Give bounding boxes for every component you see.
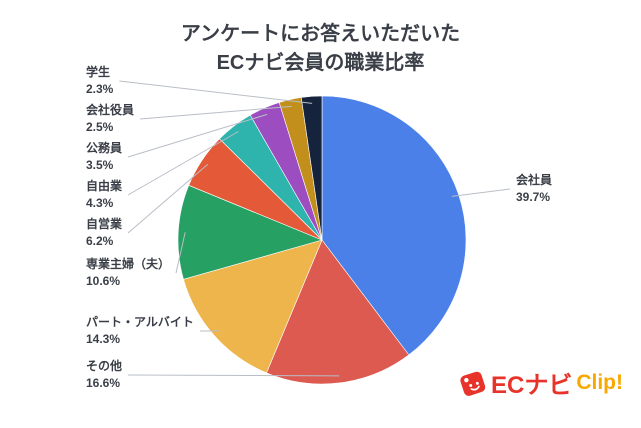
logo-suffix-text: Clip! xyxy=(576,370,623,394)
chart-title-line1: アンケートにお答えいただいた xyxy=(180,23,461,45)
price-tag-mascot-icon xyxy=(460,371,486,396)
pie-slice-8 xyxy=(300,95,323,241)
pie-label-company-executive: 会社役員 2.5% xyxy=(86,102,134,136)
label-percent: 6.2% xyxy=(86,234,114,248)
pie-label-homemaker: 専業主婦（夫） 10.6% xyxy=(86,256,170,290)
pie-slice-1 xyxy=(266,239,410,385)
pie-label-student: 学生 2.3% xyxy=(86,64,113,98)
leader-line-8 xyxy=(119,80,313,104)
label-percent: 39.7% xyxy=(516,190,551,204)
label-text: パート・アルバイト xyxy=(86,315,194,329)
label-percent: 2.3% xyxy=(86,82,114,96)
label-text: 自由業 xyxy=(86,179,123,193)
label-text: 学生 xyxy=(86,65,111,79)
pie-label-self-employed: 自営業 6.2% xyxy=(86,216,122,250)
label-percent: 3.5% xyxy=(86,158,114,172)
chart-title-line2: ECナビ会員の職業比率 xyxy=(216,52,425,74)
leader-line-1 xyxy=(127,374,340,377)
label-percent: 2.5% xyxy=(86,120,114,134)
label-percent: 10.6% xyxy=(86,274,121,288)
chart-title: アンケートにお答えいただいた ECナビ会員の職業比率 xyxy=(0,20,641,78)
label-text: 専業主婦（夫） xyxy=(86,257,171,271)
pie-label-freelance: 自由業 4.3% xyxy=(86,178,122,212)
label-percent: 16.6% xyxy=(86,376,121,390)
label-percent: 14.3% xyxy=(86,332,121,346)
label-text: その他 xyxy=(86,359,123,373)
leader-line-5 xyxy=(127,131,239,196)
logo-brand-text: ECナビ xyxy=(491,372,573,399)
leader-line-3 xyxy=(175,232,186,274)
leader-line-6 xyxy=(127,113,268,158)
pie-slice-0 xyxy=(321,95,467,356)
pie-label-company-employee: 会社員 39.7% xyxy=(516,172,552,206)
pie-label-part-time: パート・アルバイト 14.3% xyxy=(86,314,194,348)
ecnavi-clip-logo: ECナビ Clip! xyxy=(457,365,623,400)
label-text: 自営業 xyxy=(86,217,123,231)
label-text: 公務員 xyxy=(86,141,123,155)
label-text: 会社役員 xyxy=(86,103,135,117)
leader-line-7 xyxy=(139,105,292,120)
leader-line-4 xyxy=(127,164,209,234)
label-text: 会社員 xyxy=(516,173,553,187)
pie-slice-3 xyxy=(177,184,323,280)
leader-line-0 xyxy=(451,188,511,197)
pie-label-other: その他 16.6% xyxy=(86,358,122,392)
label-percent: 4.3% xyxy=(86,196,114,210)
pie-slice-2 xyxy=(183,239,323,374)
pie-label-civil-servant: 公務員 3.5% xyxy=(86,140,122,174)
